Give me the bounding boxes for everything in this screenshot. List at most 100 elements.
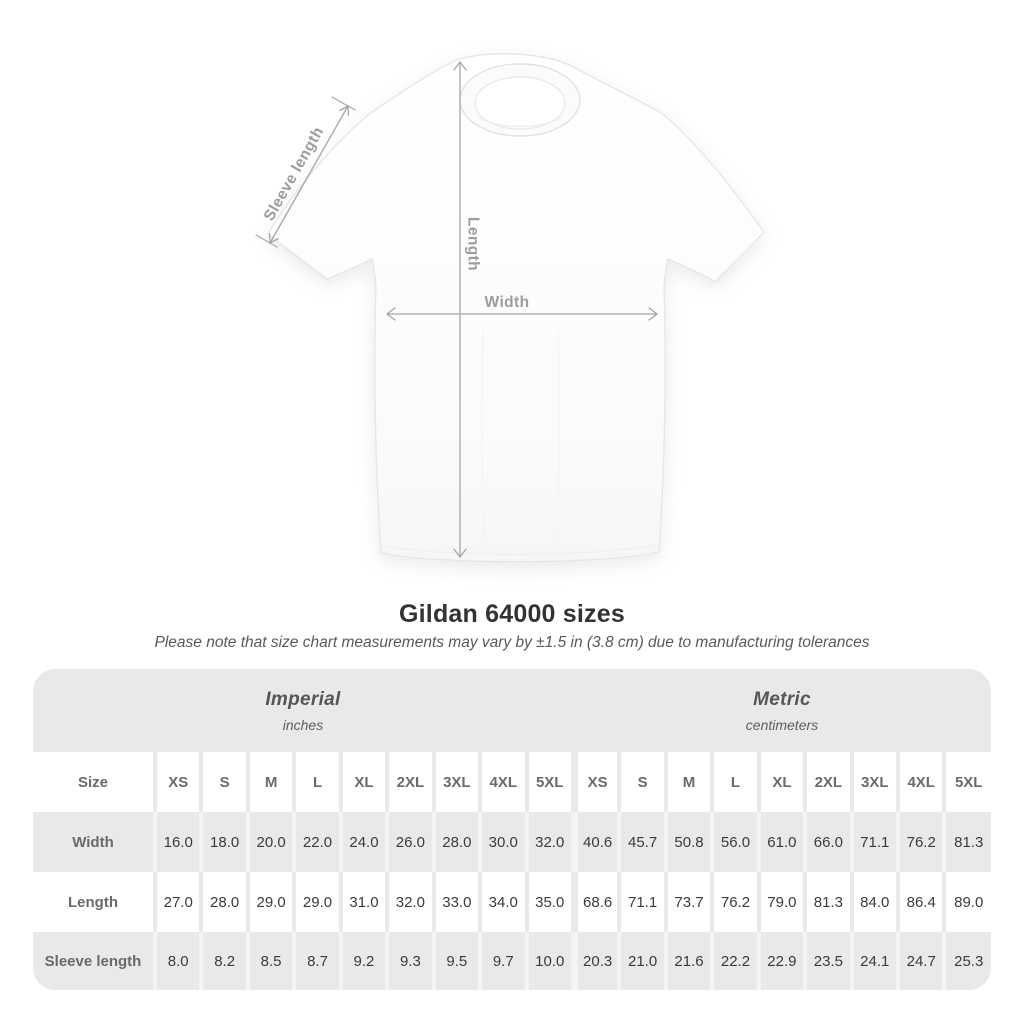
length-label: Length <box>465 217 482 271</box>
size-col-header: S <box>201 752 248 812</box>
imperial-label: Imperial <box>265 688 341 710</box>
value-cell: 22.2 <box>712 932 759 990</box>
size-col-header: L <box>712 752 759 812</box>
collar-inner <box>474 76 566 130</box>
page-title: Gildan 64000 sizes <box>399 600 625 628</box>
row-label: Length <box>33 872 155 932</box>
units-header-row: Imperial inches Metric centimeters <box>33 669 991 752</box>
value-cell: 73.7 <box>665 872 713 932</box>
metric-section-header: Metric centimeters <box>572 669 991 752</box>
row-label: Width <box>33 812 155 872</box>
tshirt-measurement-diagram: Length Width Sleeve length <box>255 53 765 563</box>
value-cell: 10.0 <box>526 932 573 990</box>
size-col-header: XS <box>572 752 620 812</box>
value-cell: 40.6 <box>572 812 620 872</box>
value-cell: 25.3 <box>944 932 991 990</box>
imperial-section-header: Imperial inches <box>33 669 573 752</box>
size-col-header: XS <box>155 752 202 812</box>
value-cell: 8.0 <box>155 932 202 990</box>
tshirt-graphic <box>267 53 765 563</box>
value-cell: 24.1 <box>851 932 898 990</box>
value-cell: 29.0 <box>247 872 295 932</box>
value-cell: 16.0 <box>155 812 202 872</box>
value-cell: 81.3 <box>805 872 852 932</box>
length-arrow <box>453 60 467 559</box>
value-cell: 31.0 <box>340 872 388 932</box>
table-row: Length 27.0 28.0 29.0 29.0 31.0 32.0 33.0 34.0 35… <box>33 872 991 932</box>
sleeve-length-arrow <box>255 96 356 248</box>
value-cell: 71.1 <box>851 812 898 872</box>
size-col-header: 5XL <box>944 752 991 812</box>
value-cell: 56.0 <box>712 812 759 872</box>
imperial-unit: inches <box>282 716 324 733</box>
value-cell: 24.7 <box>898 932 945 990</box>
value-cell: 35.0 <box>526 872 573 932</box>
value-cell: 71.1 <box>619 872 666 932</box>
size-col-header: 2XL <box>387 752 434 812</box>
size-header-row: Size XS S M L XL 2XL 3XL 4XL 5XL XS S M L XL 2XL 3XL 4XL… <box>33 752 991 812</box>
value-cell: 84.0 <box>851 872 898 932</box>
sizes-table: Imperial inches Metric centimeters Size … <box>33 669 991 990</box>
value-cell: 24.0 <box>340 812 388 872</box>
value-cell: 22.0 <box>294 812 341 872</box>
size-col-header: L <box>294 752 341 812</box>
value-cell: 81.3 <box>944 812 991 872</box>
size-row-header: Size <box>33 752 155 812</box>
size-col-header: XL <box>340 752 388 812</box>
size-col-header: 4XL <box>480 752 527 812</box>
value-cell: 8.7 <box>294 932 341 990</box>
value-cell: 22.9 <box>758 932 806 990</box>
value-cell: 50.8 <box>665 812 713 872</box>
size-col-header: 3XL <box>851 752 898 812</box>
value-cell: 76.2 <box>712 872 759 932</box>
row-label: Sleeve length <box>33 932 155 990</box>
value-cell: 21.6 <box>665 932 713 990</box>
value-cell: 20.0 <box>247 812 295 872</box>
table-row: Width 16.0 18.0 20.0 22.0 24.0 26.0 28.0 30.0 32.… <box>33 812 991 872</box>
value-cell: 23.5 <box>805 932 852 990</box>
size-col-header: XL <box>758 752 806 812</box>
value-cell: 27.0 <box>155 872 202 932</box>
value-cell: 30.0 <box>480 812 527 872</box>
value-cell: 79.0 <box>758 872 806 932</box>
value-cell: 66.0 <box>805 812 852 872</box>
value-cell: 9.5 <box>433 932 481 990</box>
value-cell: 89.0 <box>944 872 991 932</box>
value-cell: 9.2 <box>340 932 388 990</box>
value-cell: 8.5 <box>247 932 295 990</box>
size-col-header: 5XL <box>526 752 573 812</box>
tshirt-diagram-svg: Length Width Sleeve length <box>255 53 765 563</box>
value-cell: 18.0 <box>201 812 248 872</box>
size-col-header: 3XL <box>433 752 481 812</box>
size-col-header: 2XL <box>805 752 852 812</box>
value-cell: 26.0 <box>387 812 434 872</box>
value-cell: 9.3 <box>387 932 434 990</box>
size-col-header: M <box>247 752 295 812</box>
value-cell: 9.7 <box>480 932 527 990</box>
value-cell: 32.0 <box>526 812 573 872</box>
value-cell: 29.0 <box>294 872 341 932</box>
size-col-header: S <box>619 752 666 812</box>
value-cell: 32.0 <box>387 872 434 932</box>
table-row: Sleeve length 8.0 8.2 8.5 8.7 9.2 9.3 9.5 9.7 10.… <box>33 932 991 990</box>
value-cell: 61.0 <box>758 812 806 872</box>
width-arrow <box>385 307 659 321</box>
size-col-header: M <box>665 752 713 812</box>
value-cell: 28.0 <box>433 812 481 872</box>
value-cell: 76.2 <box>898 812 945 872</box>
metric-label: Metric <box>753 688 811 710</box>
tolerance-note: Please note that size chart measurements… <box>154 634 870 651</box>
size-chart-table: Imperial inches Metric centimeters Size … <box>33 669 991 990</box>
value-cell: 33.0 <box>433 872 481 932</box>
value-cell: 68.6 <box>572 872 620 932</box>
size-col-header: 4XL <box>898 752 945 812</box>
width-label: Width <box>485 294 530 311</box>
value-cell: 45.7 <box>619 812 666 872</box>
value-cell: 21.0 <box>619 932 666 990</box>
value-cell: 28.0 <box>201 872 248 932</box>
value-cell: 34.0 <box>480 872 527 932</box>
value-cell: 8.2 <box>201 932 248 990</box>
metric-unit: centimeters <box>745 716 819 733</box>
value-cell: 86.4 <box>898 872 945 932</box>
value-cell: 20.3 <box>572 932 620 990</box>
